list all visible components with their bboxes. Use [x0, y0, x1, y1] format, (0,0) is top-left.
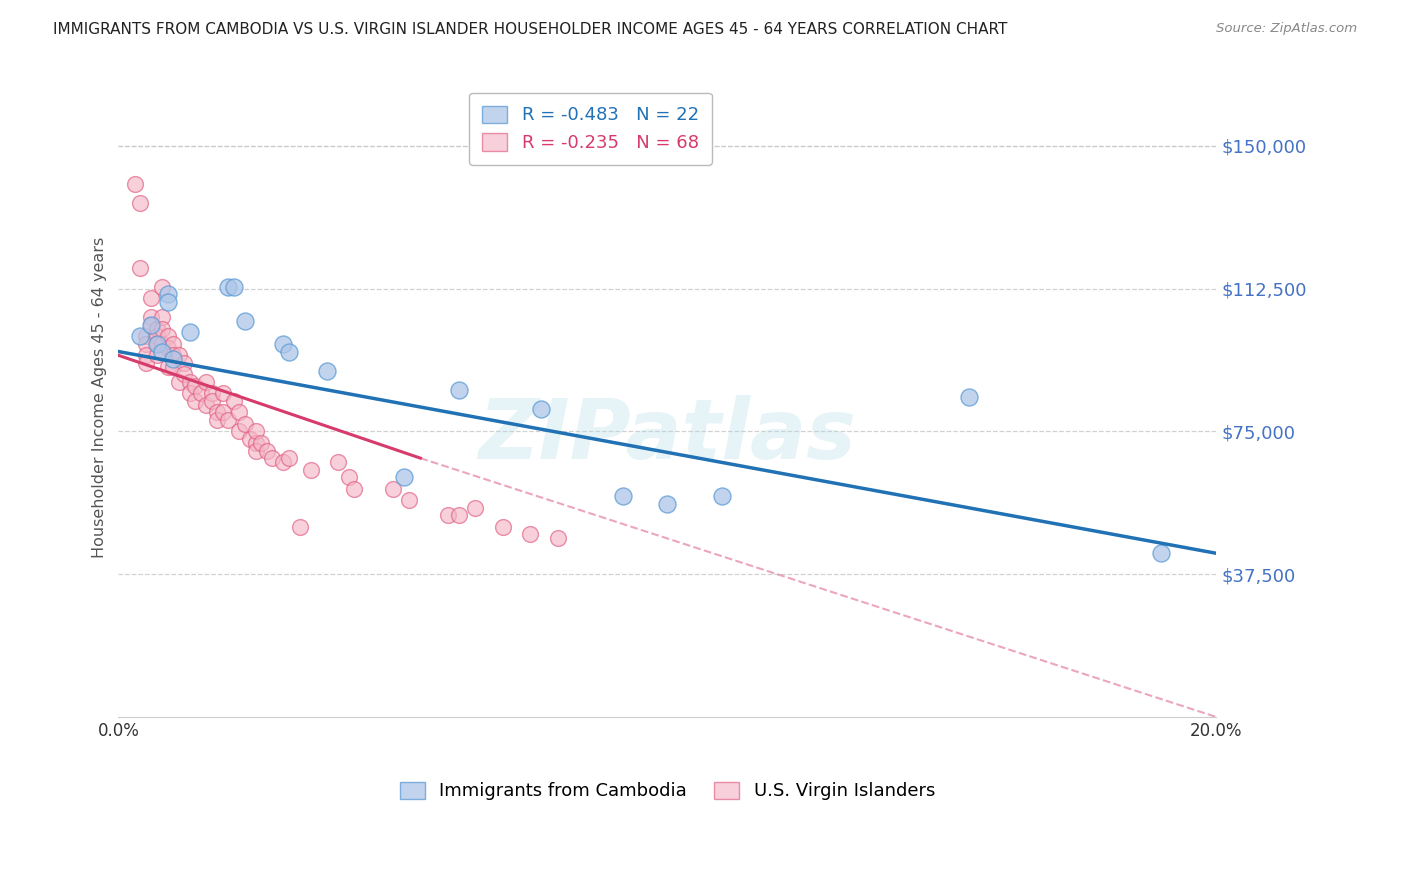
Point	[245, 443, 267, 458]
Point	[150, 337, 173, 351]
Point	[179, 386, 201, 401]
Point	[141, 318, 163, 332]
Point	[262, 451, 284, 466]
Point	[201, 386, 224, 401]
Point	[195, 398, 218, 412]
Point	[195, 375, 218, 389]
Point	[657, 497, 679, 511]
Point	[141, 310, 163, 325]
Point	[492, 519, 515, 533]
Point	[135, 356, 157, 370]
Point	[271, 337, 294, 351]
Text: ZIPatlas: ZIPatlas	[478, 395, 856, 476]
Point	[190, 386, 212, 401]
Text: IMMIGRANTS FROM CAMBODIA VS U.S. VIRGIN ISLANDER HOUSEHOLDER INCOME AGES 45 - 64: IMMIGRANTS FROM CAMBODIA VS U.S. VIRGIN …	[53, 22, 1008, 37]
Point	[1150, 546, 1173, 560]
Point	[547, 531, 569, 545]
Point	[173, 368, 195, 382]
Point	[201, 394, 224, 409]
Point	[179, 375, 201, 389]
Point	[146, 348, 169, 362]
Point	[156, 341, 179, 355]
Point	[207, 413, 229, 427]
Point	[233, 417, 256, 431]
Point	[271, 455, 294, 469]
Point	[398, 493, 420, 508]
Point	[957, 390, 980, 404]
Legend: Immigrants from Cambodia, U.S. Virgin Islanders: Immigrants from Cambodia, U.S. Virgin Is…	[388, 771, 946, 811]
Point	[277, 451, 299, 466]
Point	[217, 413, 239, 427]
Point	[711, 489, 734, 503]
Point	[146, 321, 169, 335]
Point	[277, 344, 299, 359]
Point	[250, 436, 273, 450]
Point	[207, 405, 229, 419]
Point	[173, 356, 195, 370]
Point	[343, 482, 366, 496]
Point	[156, 359, 179, 374]
Point	[135, 329, 157, 343]
Point	[129, 196, 152, 211]
Point	[156, 287, 179, 301]
Point	[129, 260, 152, 275]
Y-axis label: Householder Income Ages 45 - 64 years: Householder Income Ages 45 - 64 years	[93, 236, 107, 558]
Point	[184, 379, 207, 393]
Point	[135, 337, 157, 351]
Point	[239, 432, 262, 446]
Point	[162, 352, 184, 367]
Point	[156, 329, 179, 343]
Point	[222, 394, 245, 409]
Point	[464, 500, 486, 515]
Point	[612, 489, 634, 503]
Point	[150, 321, 173, 335]
Point	[211, 386, 233, 401]
Point	[222, 280, 245, 294]
Point	[135, 348, 157, 362]
Point	[162, 359, 184, 374]
Point	[299, 462, 322, 476]
Point	[392, 470, 415, 484]
Point	[167, 348, 190, 362]
Point	[150, 280, 173, 294]
Point	[184, 394, 207, 409]
Point	[447, 508, 470, 523]
Text: Source: ZipAtlas.com: Source: ZipAtlas.com	[1216, 22, 1357, 36]
Point	[129, 329, 152, 343]
Point	[256, 443, 278, 458]
Point	[288, 519, 311, 533]
Point	[162, 348, 184, 362]
Point	[141, 318, 163, 332]
Point	[228, 425, 250, 439]
Point	[150, 310, 173, 325]
Point	[211, 405, 233, 419]
Point	[167, 375, 190, 389]
Point	[217, 280, 239, 294]
Point	[436, 508, 458, 523]
Point	[162, 337, 184, 351]
Point	[245, 436, 267, 450]
Point	[146, 337, 169, 351]
Point	[519, 527, 541, 541]
Point	[326, 455, 349, 469]
Point	[179, 326, 201, 340]
Point	[233, 314, 256, 328]
Point	[146, 337, 169, 351]
Point	[150, 344, 173, 359]
Point	[141, 291, 163, 305]
Point	[124, 177, 146, 191]
Point	[530, 401, 553, 416]
Point	[156, 295, 179, 310]
Point	[228, 405, 250, 419]
Point	[316, 363, 339, 377]
Point	[146, 329, 169, 343]
Point	[447, 383, 470, 397]
Point	[381, 482, 404, 496]
Point	[245, 425, 267, 439]
Point	[337, 470, 360, 484]
